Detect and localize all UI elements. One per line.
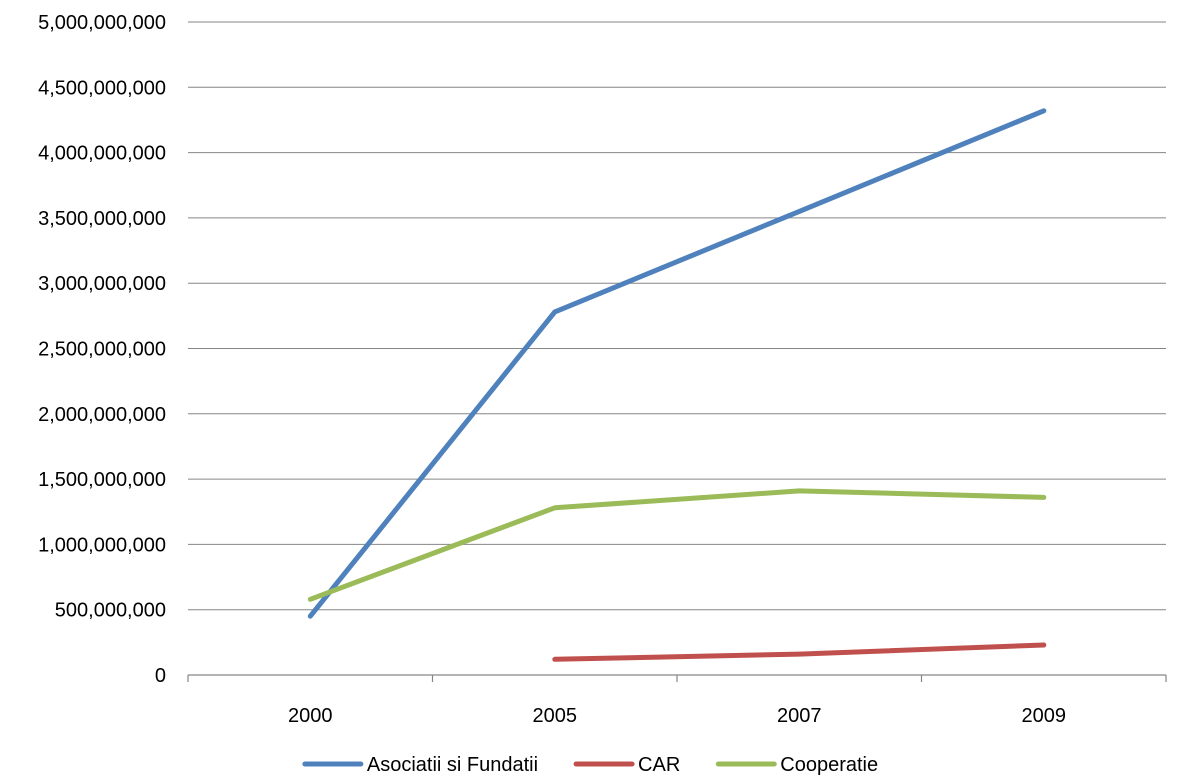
x-tick-label: 2000 xyxy=(288,705,333,727)
y-tick-label: 4,000,000,000 xyxy=(38,143,166,165)
y-tick-label: 3,500,000,000 xyxy=(38,208,166,230)
x-tick-label: 2007 xyxy=(777,705,822,727)
legend-label: Asociatii si Fundatii xyxy=(367,754,538,776)
series-lines xyxy=(307,108,1047,662)
series-line-car xyxy=(552,642,1047,662)
series-line-asociatii-si-fundatii xyxy=(307,108,1047,619)
y-tick-label: 4,500,000,000 xyxy=(38,77,166,99)
y-tick-label: 5,000,000,000 xyxy=(38,12,166,34)
legend-label: CAR xyxy=(638,754,680,776)
y-axis-tick-labels: 0 500,000,000 1,000,000,000 1,500,000,000 2,… xyxy=(38,12,166,687)
y-tick-label: 500,000,000 xyxy=(55,600,166,622)
legend-label: Cooperatie xyxy=(780,754,878,776)
y-tick-label: 0 xyxy=(155,665,166,687)
gridlines xyxy=(187,21,1167,682)
series-line-cooperatie xyxy=(307,488,1047,602)
y-tick-label: 1,500,000,000 xyxy=(38,469,166,491)
x-axis-tick-labels: 2000 2005 2007 2009 xyxy=(288,705,1066,727)
y-tick-label: 1,000,000,000 xyxy=(38,534,166,556)
y-tick-label: 2,000,000,000 xyxy=(38,404,166,426)
x-tick-label: 2009 xyxy=(1022,705,1067,727)
legend: Asociatii si Fundatii CAR Cooperatie xyxy=(302,754,878,776)
y-tick-label: 3,000,000,000 xyxy=(38,273,166,295)
y-tick-label: 2,500,000,000 xyxy=(38,339,166,361)
x-tick-label: 2005 xyxy=(533,705,578,727)
